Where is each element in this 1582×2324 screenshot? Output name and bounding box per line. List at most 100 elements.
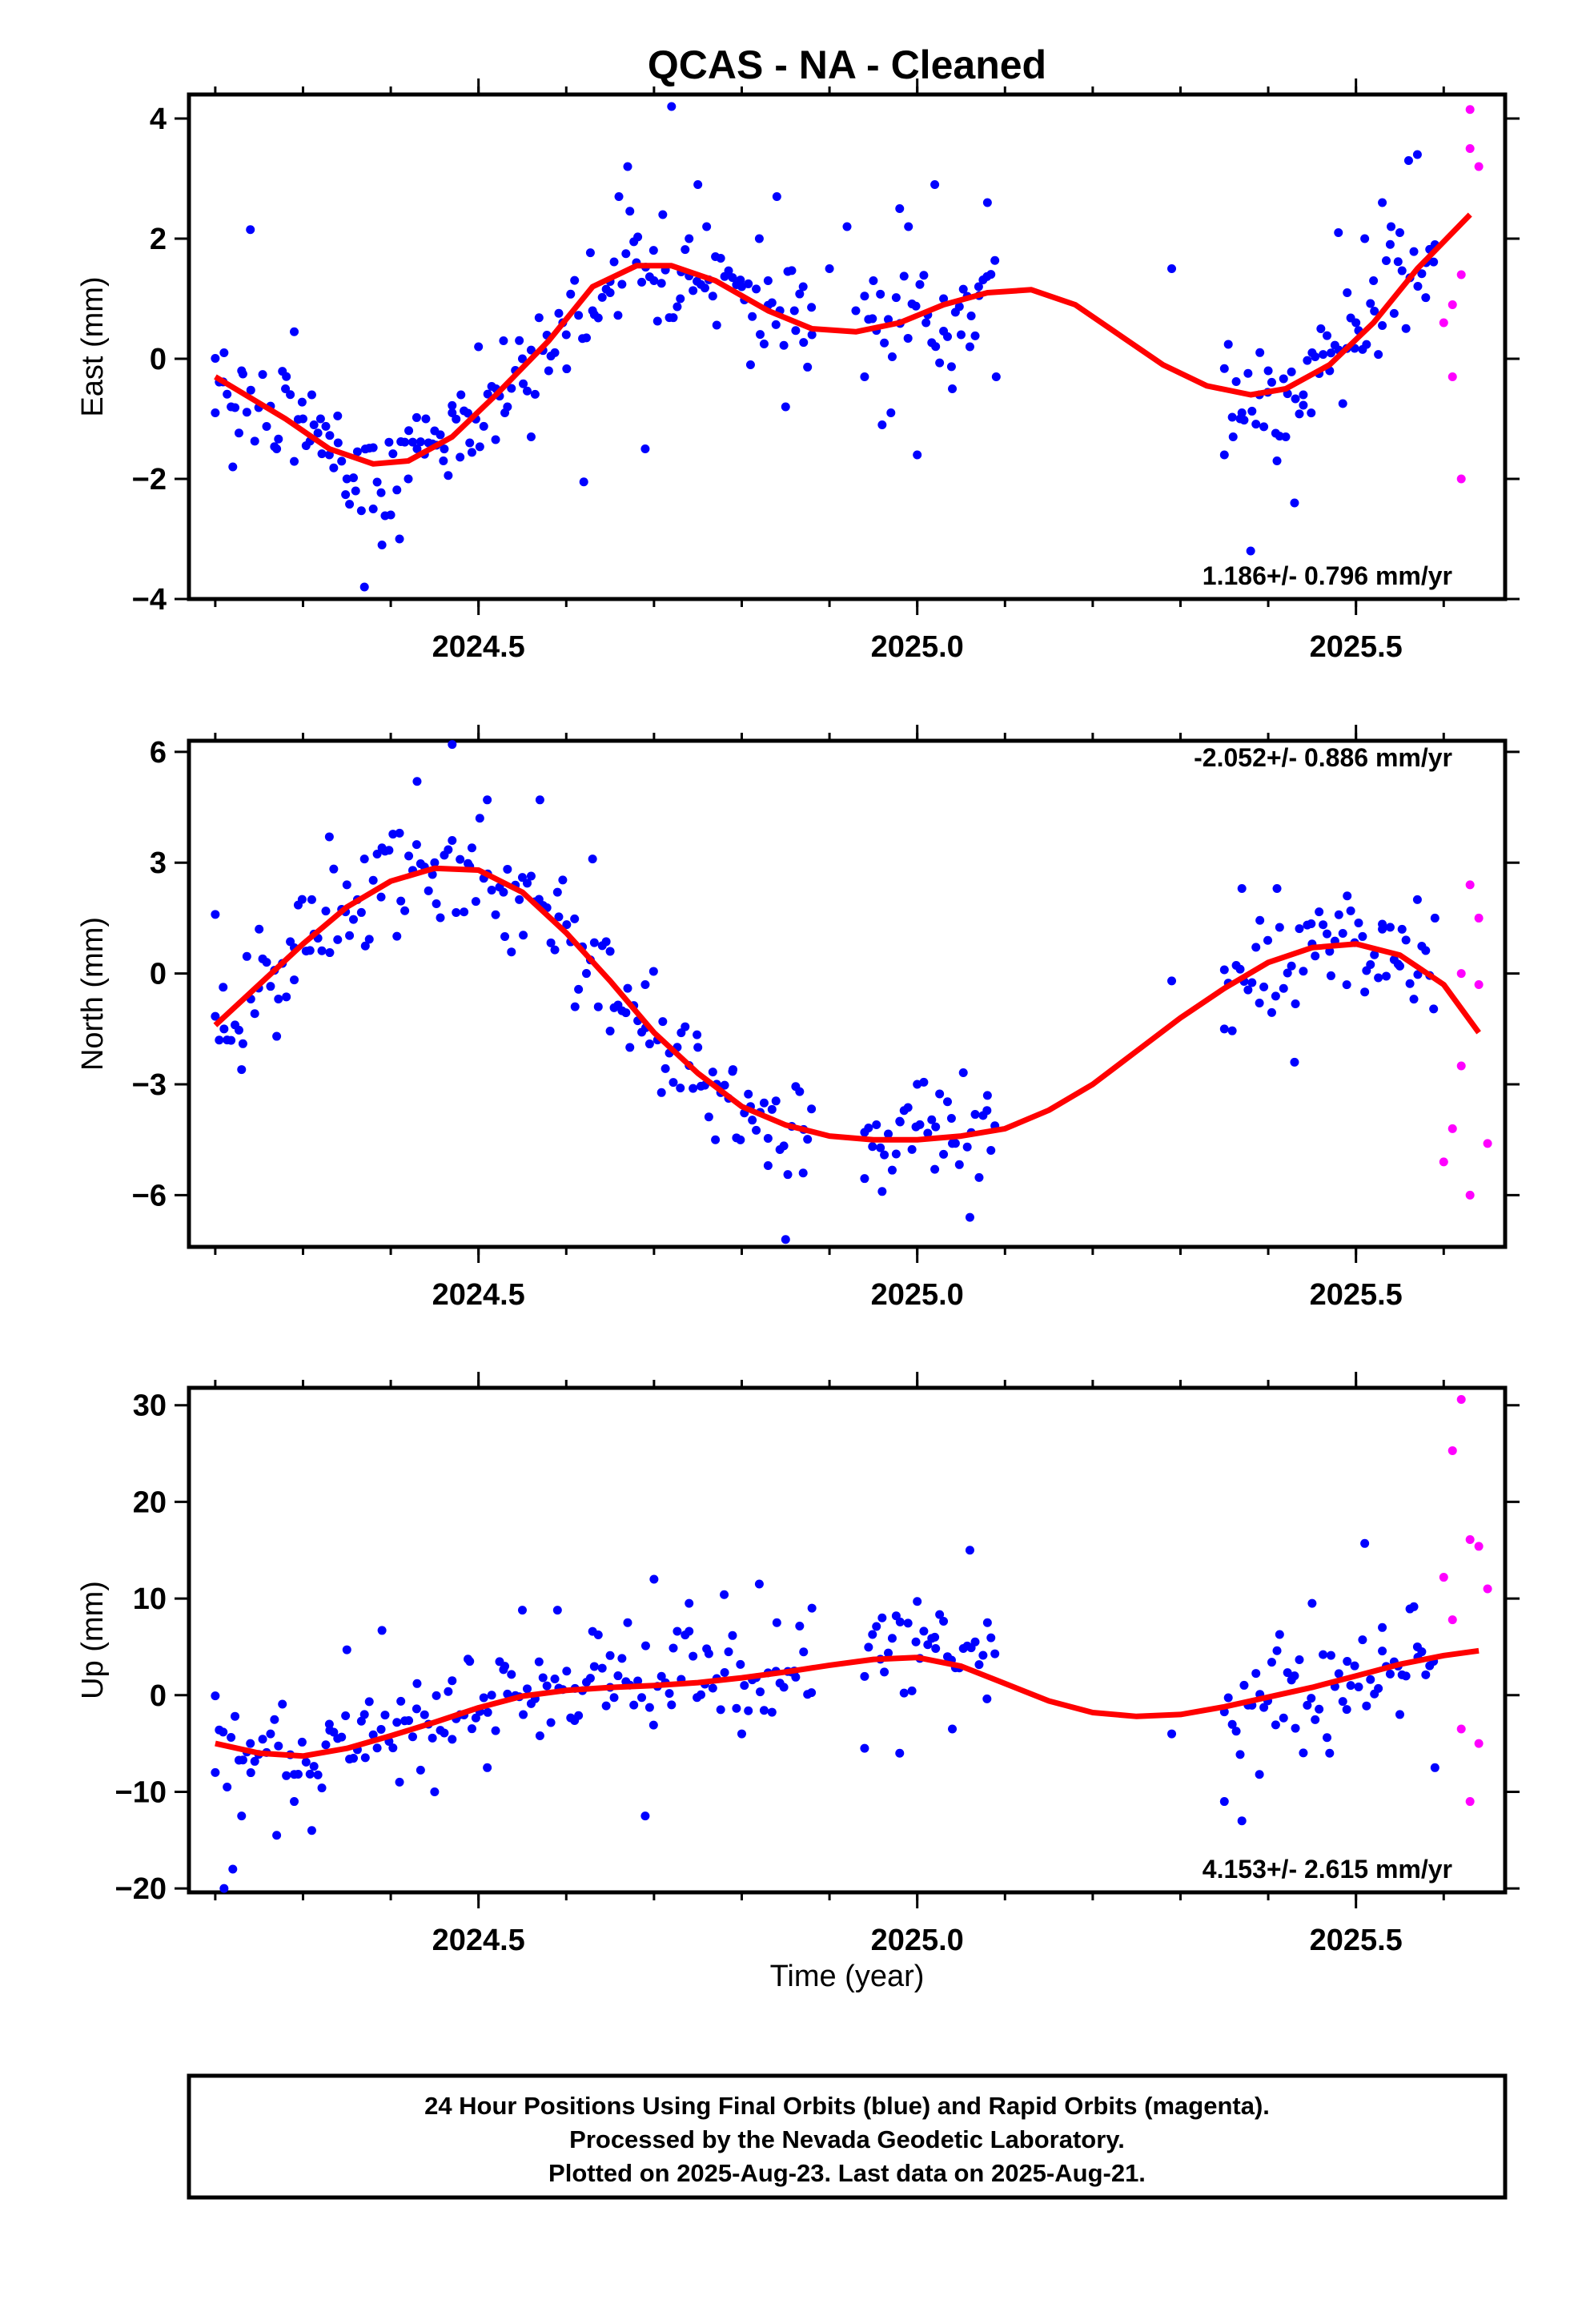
east-final-point [246,385,255,395]
east-final-point [1231,376,1241,386]
east-final-point [321,421,331,431]
up-final-point [740,1681,749,1691]
east-final-point [534,313,544,323]
up-final-point [935,1610,945,1619]
up-final-point [324,1719,334,1729]
east-final-point [281,384,291,393]
up-final-point [1374,1683,1383,1693]
north-final-point [274,995,283,1004]
up-final-point [1295,1655,1304,1664]
up-final-point [542,1681,552,1691]
up-final-point [720,1590,729,1599]
north-final-point [948,1139,958,1148]
east-final-point [342,474,351,484]
up-final-point [868,1630,877,1639]
up-final-point [329,1727,339,1737]
east-final-point [1374,350,1383,360]
east-final-point [759,339,769,348]
north-final-point [860,1174,869,1184]
east-final-point [1387,222,1396,231]
up-final-point [601,1701,611,1711]
east-rate-label: 1.186+/- 0.796 mm/yr [1203,561,1452,590]
up-plot-frame [187,1385,1508,1895]
up-final-point [1311,1715,1320,1724]
up-final-point [377,1626,387,1635]
east-final-point [211,354,220,364]
up-final-point [744,1706,753,1715]
north-final-point [1401,935,1411,945]
north-final-point [1299,967,1308,976]
up-final-point [629,1700,639,1710]
north-final-point [1267,1007,1276,1017]
up-fit-curve [215,1647,1480,1759]
east-fit-curve [214,212,1472,467]
east-final-point [787,266,797,275]
east-y-axis-label: East (mm) [76,276,110,416]
up-final-point [1343,1657,1352,1667]
east-final-point [744,279,753,288]
east-final-point [779,340,789,350]
up-final-point [982,1694,992,1703]
up-y-tick-label: 10 [133,1582,167,1616]
east-final-point [791,326,801,336]
north-final-point [483,795,492,805]
north-y-axis-label: North (mm) [76,917,110,1071]
east-final-point [930,180,940,189]
east-final-point [286,390,295,400]
up-final-point [500,1662,510,1671]
up-final-point [1283,1668,1292,1678]
up-rapid-point [1456,1724,1466,1734]
up-final-point [1421,1670,1431,1679]
east-final-point [965,342,974,352]
footer-line-2: Processed by the Nevada Geodetic Laborat… [569,2125,1125,2153]
east-final-point [990,255,1000,265]
east-final-point [404,426,414,436]
east-final-point [290,327,299,336]
up-rapid-point [1447,1615,1457,1625]
up-final-point [990,1649,1000,1659]
north-final-point [342,880,351,890]
north-final-point [1354,919,1363,928]
up-final-point [899,1688,909,1698]
east-final-point [507,384,516,393]
north-final-point [939,1149,949,1159]
east-final-point [1429,257,1439,267]
north-rapid-point [1483,1139,1492,1148]
east-final-point [767,298,777,308]
east-final-point [614,192,624,201]
east-final-point [842,222,852,231]
up-final-point [589,1662,599,1671]
up-final-point [667,1700,677,1710]
north-final-point [1219,965,1229,975]
north-panel: 2024.5 2025.0 2025.5 −6 −3 0 3 6 North (mm) -2.05… [76,725,1520,1312]
up-final-point [266,1729,275,1739]
east-final-point [798,282,808,292]
up-final-point [1378,1647,1387,1656]
north-final-point [1227,1026,1237,1035]
east-final-point [869,276,878,285]
up-final-point [487,1691,496,1700]
north-final-point [711,1135,721,1144]
east-final-point [991,372,1001,381]
up-rapid-point [1483,1584,1492,1594]
east-final-point [1295,409,1304,419]
north-final-point [364,935,374,944]
east-final-point [1326,348,1335,358]
north-final-point [471,897,480,907]
north-final-point [359,854,369,864]
north-y-tick-label: 6 [150,736,167,770]
up-final-point [1319,1650,1328,1659]
north-final-point [1421,946,1431,955]
north-final-point [329,864,339,874]
east-final-point [456,452,465,462]
east-final-point [1307,408,1316,418]
east-final-point [315,414,325,424]
north-final-point [581,969,591,979]
east-plot-frame [187,92,1508,601]
east-final-point [439,456,448,465]
north-final-point [324,832,334,842]
north-final-point [432,899,441,908]
up-final-point [376,1724,386,1734]
footer-line-1: 24 Hour Positions Using Final Orbits (bl… [424,2092,1270,2120]
